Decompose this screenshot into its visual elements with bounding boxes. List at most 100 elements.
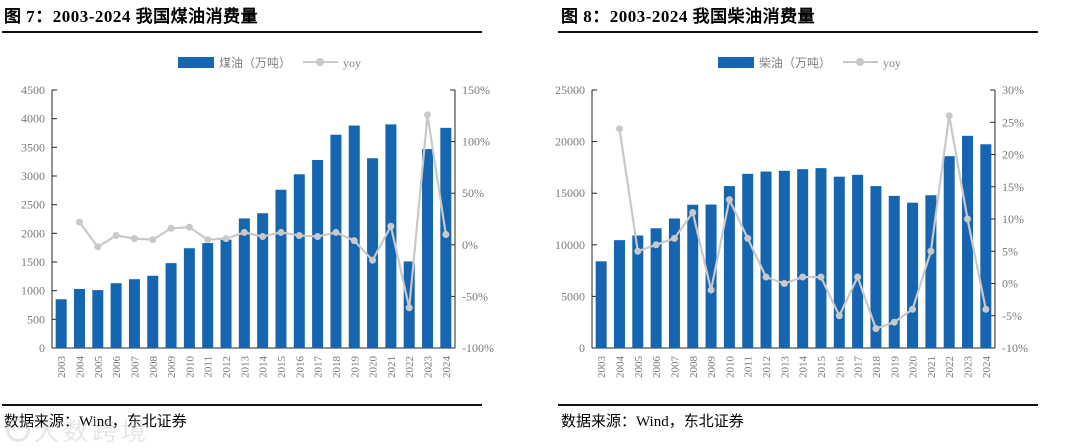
legend-bar-swatch: [718, 57, 754, 68]
x-axis-label-2020: 2020: [908, 356, 920, 379]
left-axis-label: 1500: [21, 255, 45, 269]
x-axis-label-2003: 2003: [56, 356, 68, 379]
right-axis-label: -100%: [462, 341, 494, 355]
x-axis-label-2019: 2019: [349, 356, 361, 379]
x-axis-label-2007: 2007: [669, 356, 681, 379]
yoy-point-2014: [799, 273, 807, 281]
bar-2015: [275, 189, 287, 348]
yoy-point-2007: [670, 234, 678, 242]
yoy-point-2019: [350, 237, 358, 245]
left-axis-label: 25000: [555, 83, 585, 97]
title-underline: [2, 31, 482, 33]
bar-2011: [202, 243, 214, 348]
right-axis-label: 20%: [1002, 148, 1024, 162]
left-axis-label: 2500: [21, 198, 45, 212]
source-rule: [2, 404, 482, 406]
bar-2012: [760, 171, 772, 348]
legend-line-marker: [316, 58, 324, 66]
legend-line-label: yoy: [343, 56, 361, 70]
yoy-point-2018: [332, 228, 340, 236]
x-axis-label-2003: 2003: [596, 356, 608, 379]
bar-2009: [705, 204, 717, 348]
x-axis-label-2011: 2011: [203, 356, 215, 378]
yoy-point-2004: [615, 125, 623, 133]
yoy-point-2009: [167, 224, 175, 232]
bar-2006: [110, 283, 122, 348]
x-axis-label-2014: 2014: [798, 356, 810, 379]
legend-line-label: yoy: [883, 56, 901, 70]
yoy-point-2016: [835, 312, 843, 320]
x-axis-label-2010: 2010: [184, 356, 196, 379]
yoy-point-2019: [890, 318, 898, 326]
bar-2024: [980, 144, 992, 348]
right-axis-label: -10%: [1002, 341, 1028, 355]
x-axis-label-2023: 2023: [423, 356, 435, 379]
x-axis-label-2012: 2012: [221, 356, 233, 378]
left-axis-label: 500: [27, 312, 45, 326]
bar-2020: [907, 202, 919, 348]
right-axis-label: 0%: [462, 238, 478, 252]
yoy-point-2013: [240, 228, 248, 236]
bar-2019: [888, 195, 900, 348]
bar-2020: [367, 158, 379, 348]
source-rule: [558, 404, 1038, 406]
bar-2009: [165, 263, 177, 348]
yoy-point-2010: [725, 196, 733, 204]
x-axis-label-2012: 2012: [761, 356, 773, 378]
yoy-point-2021: [387, 222, 395, 230]
yoy-point-2008: [149, 236, 157, 244]
left-axis-label: 0: [39, 341, 45, 355]
bar-2010: [183, 248, 195, 348]
x-axis-label-2005: 2005: [633, 356, 645, 379]
yoy-point-2011: [204, 236, 212, 244]
bar-2017: [312, 159, 324, 348]
right-axis-label: 30%: [1002, 83, 1024, 97]
figure-title: 图 8：2003-2024 我国柴油消费量: [561, 7, 816, 26]
right-axis-label: -50%: [462, 289, 488, 303]
right-axis-label: 150%: [462, 83, 490, 97]
bar-2021: [385, 124, 397, 349]
right-axis-label: -5%: [1002, 309, 1022, 323]
yoy-point-2010: [185, 223, 193, 231]
left-axis-label: 4000: [21, 112, 45, 126]
x-axis-label-2022: 2022: [944, 356, 956, 378]
x-axis-label-2009: 2009: [166, 356, 178, 379]
yoy-point-2016: [295, 232, 303, 240]
left-axis-label: 3500: [21, 140, 45, 154]
x-axis-label-2013: 2013: [239, 356, 251, 379]
yoy-point-2012: [222, 235, 230, 243]
x-axis-label-2010: 2010: [724, 356, 736, 379]
yoy-point-2023: [424, 111, 432, 119]
bar-2013: [778, 170, 790, 348]
bar-2018: [870, 186, 882, 348]
yoy-point-2024: [982, 305, 990, 313]
yoy-point-2006: [112, 232, 120, 240]
x-axis-label-2015: 2015: [276, 356, 288, 379]
x-axis-label-2005: 2005: [93, 356, 105, 379]
yoy-point-2022: [945, 112, 953, 120]
legend-bar-label: 煤油（万吨）: [219, 56, 291, 70]
bar-2004: [613, 240, 625, 348]
x-axis-label-2009: 2009: [706, 356, 718, 379]
yoy-point-2011: [744, 234, 752, 242]
yoy-point-2012: [762, 273, 770, 281]
bar-2007: [668, 218, 680, 348]
yoy-point-2006: [652, 241, 660, 249]
bar-2011: [742, 173, 754, 348]
x-axis-label-2008: 2008: [688, 356, 700, 379]
bar-2003: [55, 299, 67, 348]
yoy-point-2008: [689, 209, 697, 217]
x-axis-label-2006: 2006: [651, 356, 663, 379]
yoy-point-2007: [130, 235, 138, 243]
yoy-point-2021: [927, 247, 935, 255]
bar-2017: [852, 174, 864, 348]
left-axis-label: 2000: [21, 226, 45, 240]
bar-2016: [833, 176, 845, 348]
figure-diesel: 图 8：2003-2024 我国柴油消费量 柴油（万吨） yoy 0 5000 1000…: [540, 0, 1080, 445]
left-axis-label: 15000: [555, 186, 585, 200]
bar-2018: [330, 134, 342, 348]
x-axis-label-2008: 2008: [148, 356, 160, 379]
figure-title: 图 7：2003-2024 我国煤油消费量: [4, 7, 259, 26]
right-axis-label: 50%: [462, 186, 484, 200]
yoy-point-2020: [909, 305, 917, 313]
